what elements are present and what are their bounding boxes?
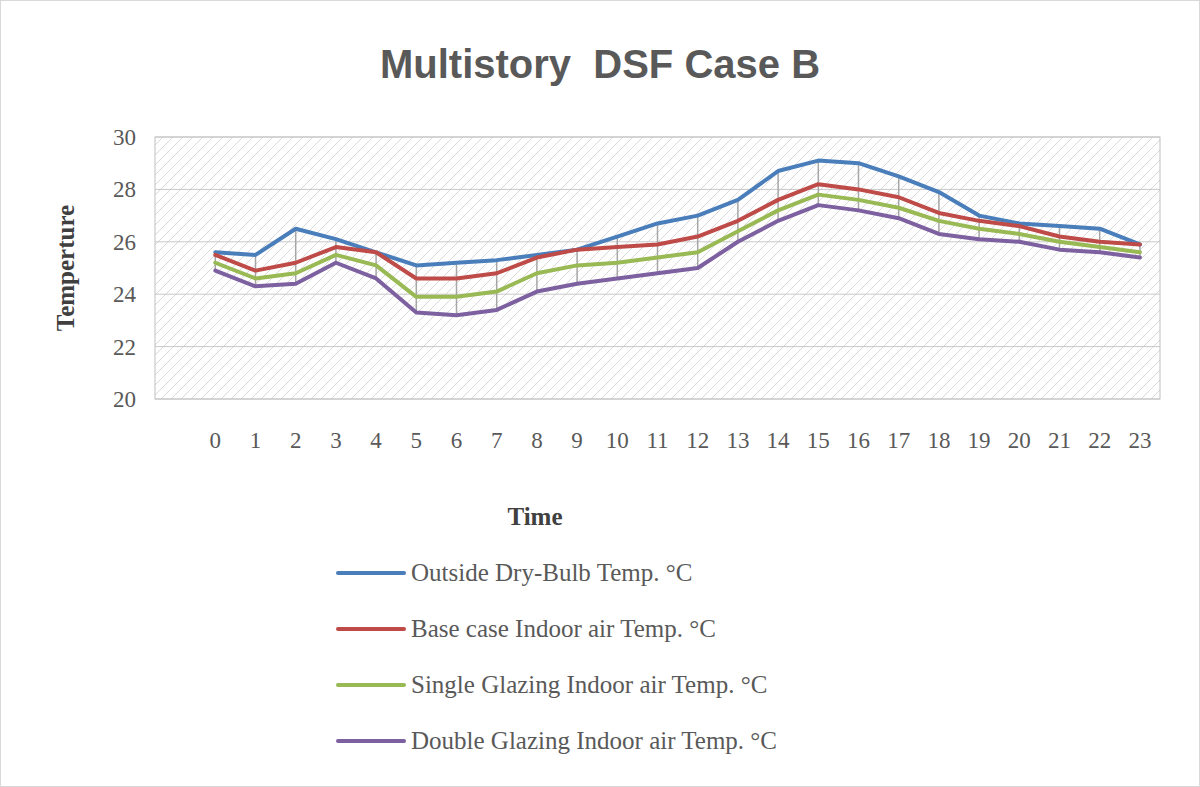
x-tick-label: 13 <box>726 428 749 453</box>
grid-line <box>155 399 1160 400</box>
high-low-line <box>858 163 860 210</box>
x-tick-label: 16 <box>847 428 870 453</box>
x-tick-label: 21 <box>1048 428 1071 453</box>
high-low-line <box>777 171 779 221</box>
plot-area <box>155 137 1160 399</box>
legend-label: Double Glazing Indoor air Temp. °C <box>411 727 777 754</box>
x-tick-label: 20 <box>1008 428 1031 453</box>
x-axis-label: Time <box>507 503 562 530</box>
legend-label: Single Glazing Indoor air Temp. °C <box>411 671 767 698</box>
y-tick-label: 26 <box>113 230 136 255</box>
x-tick-label: 18 <box>927 428 950 453</box>
y-axis-label: Temperture <box>52 205 79 331</box>
x-tick-label: 17 <box>887 428 910 453</box>
y-tick-label: 22 <box>113 335 136 360</box>
y-tick-label: 24 <box>113 282 137 307</box>
x-tick-label: 4 <box>370 428 382 453</box>
x-tick-label: 6 <box>451 428 463 453</box>
grid-line <box>155 189 1160 190</box>
high-low-line <box>456 263 458 315</box>
grid-line <box>155 294 1160 295</box>
x-tick-label: 0 <box>210 428 222 453</box>
x-tick-label: 11 <box>646 428 668 453</box>
high-low-line <box>295 229 297 284</box>
title: Multistory DSF Case B <box>380 42 820 86</box>
x-tick-label: 3 <box>330 428 342 453</box>
x-tick-label: 19 <box>968 428 991 453</box>
high-low-line <box>335 239 337 263</box>
legend-swatch <box>338 739 404 743</box>
legend-swatch <box>338 571 404 575</box>
high-low-line <box>416 265 418 312</box>
y-tick-label: 30 <box>113 125 136 150</box>
y-tick-label: 28 <box>113 177 136 202</box>
x-tick-label: 15 <box>807 428 830 453</box>
x-tick-label: 1 <box>250 428 262 453</box>
high-low-line <box>496 260 498 310</box>
x-tick-label: 12 <box>686 428 709 453</box>
high-low-line <box>657 223 659 273</box>
grid-line <box>155 137 1160 138</box>
high-low-line <box>617 237 619 279</box>
legend-swatch <box>338 683 404 687</box>
x-tick-label: 10 <box>606 428 629 453</box>
legend-swatch <box>338 627 404 631</box>
x-tick-label: 23 <box>1128 428 1151 453</box>
x-tick-label: 2 <box>290 428 302 453</box>
high-low-line <box>697 216 699 268</box>
plot-marks <box>215 161 1140 316</box>
legend-label: Outside Dry-Bulb Temp. °C <box>411 559 692 586</box>
x-tick-label: 5 <box>411 428 423 453</box>
x-tick-label: 14 <box>767 428 791 453</box>
x-tick-label: 8 <box>531 428 543 453</box>
legend-label: Base case Indoor air Temp. °C <box>411 615 716 642</box>
series-line <box>215 195 1140 297</box>
x-tick-label: 22 <box>1088 428 1111 453</box>
chart-border <box>1 1 1200 787</box>
x-tick-label: 7 <box>491 428 503 453</box>
chart: Multistory DSF Case B2022242628300123456… <box>0 0 1200 787</box>
y-tick-label: 20 <box>113 387 136 412</box>
series-line <box>215 205 1140 315</box>
grid-line <box>155 346 1160 347</box>
x-tick-label: 9 <box>571 428 583 453</box>
